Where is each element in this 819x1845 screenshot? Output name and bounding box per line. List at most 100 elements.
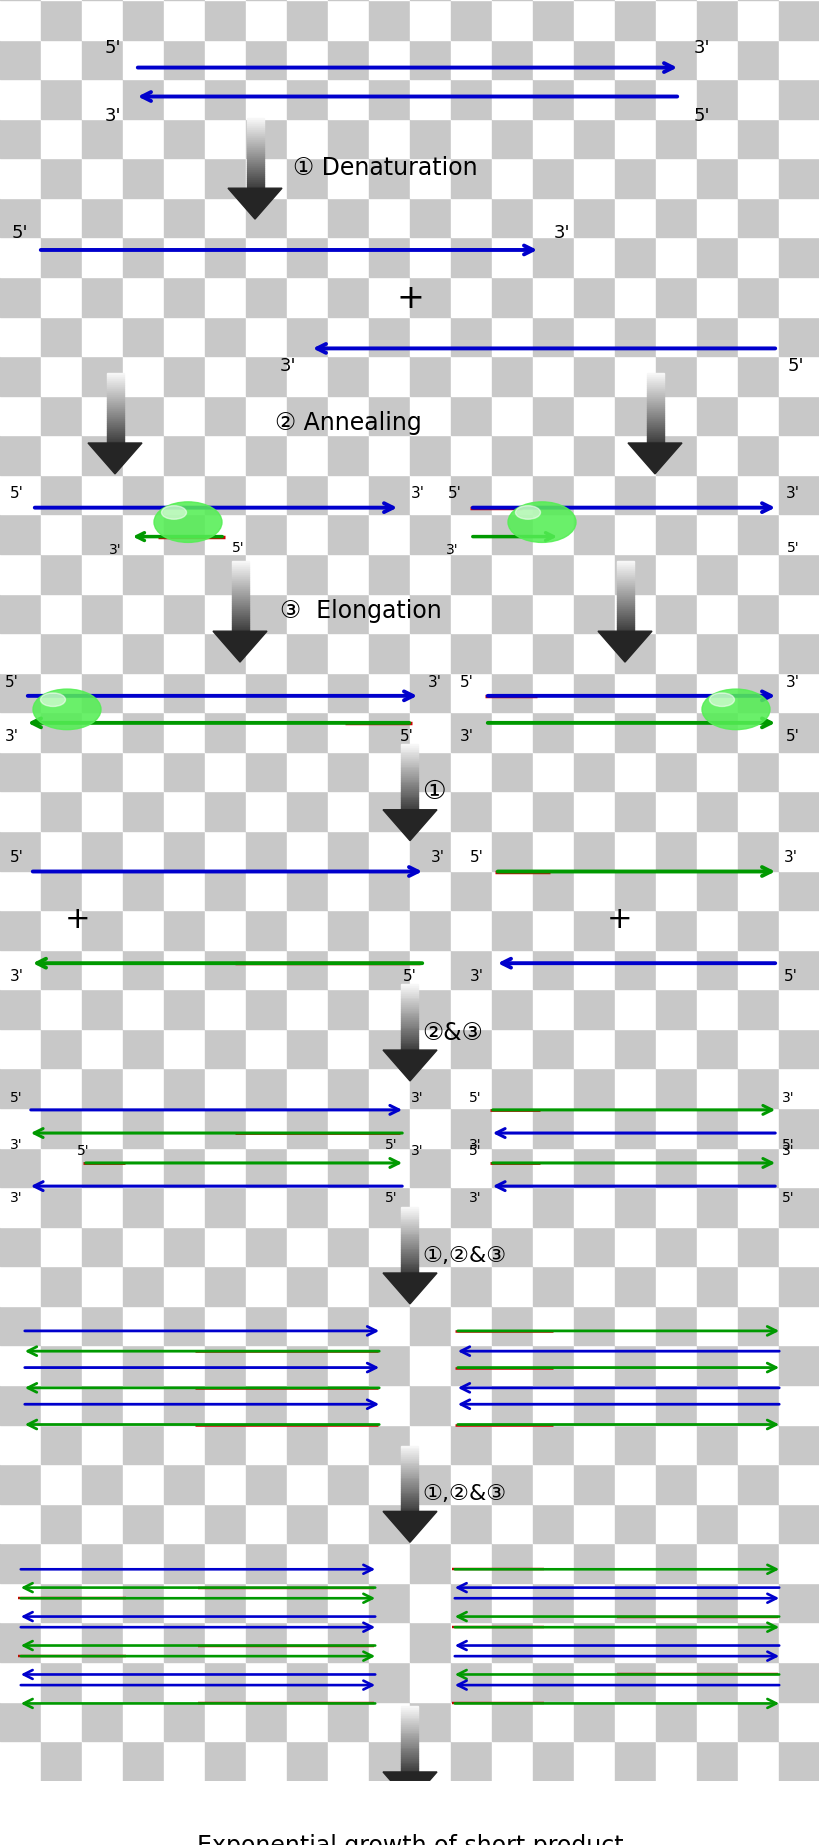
Bar (614, 1306, 655, 1345)
Bar (696, 435, 737, 474)
Bar (287, 317, 328, 356)
Text: 3': 3' (781, 1090, 794, 1105)
Bar (164, 751, 205, 792)
Bar (737, 1030, 778, 1068)
Bar (246, 792, 287, 830)
Bar (401, 989, 418, 991)
Bar (778, 594, 819, 633)
Bar (401, 1031, 418, 1033)
Bar (164, 950, 205, 989)
Bar (532, 1742, 573, 1780)
Bar (246, 1424, 287, 1465)
Bar (287, 673, 328, 712)
Bar (614, 594, 655, 633)
Bar (778, 1465, 819, 1504)
Bar (401, 1450, 418, 1452)
Text: +: + (65, 906, 91, 934)
Bar (532, 118, 573, 159)
Bar (401, 1006, 418, 1007)
Bar (247, 118, 263, 120)
Bar (287, 1227, 328, 1266)
Bar (401, 755, 418, 756)
Bar (573, 1306, 614, 1345)
Bar (614, 39, 655, 79)
Bar (246, 317, 287, 356)
Bar (369, 1345, 410, 1386)
Bar (41, 474, 82, 515)
Bar (123, 1542, 164, 1583)
Bar (532, 673, 573, 712)
Bar (491, 79, 532, 118)
Bar (205, 474, 246, 515)
Bar (778, 356, 819, 395)
Bar (82, 1068, 123, 1109)
Bar (82, 594, 123, 633)
Bar (328, 238, 369, 277)
Bar (328, 1542, 369, 1583)
Bar (410, 39, 450, 79)
Bar (532, 197, 573, 238)
Bar (532, 792, 573, 830)
Bar (246, 79, 287, 118)
Bar (401, 1240, 418, 1242)
Bar (369, 159, 410, 197)
Bar (450, 277, 491, 317)
Bar (287, 792, 328, 830)
Bar (247, 124, 263, 125)
Bar (696, 1306, 737, 1345)
Bar (450, 238, 491, 277)
Bar (655, 910, 696, 950)
Bar (616, 563, 633, 565)
Bar (82, 39, 123, 79)
Bar (737, 1386, 778, 1424)
Bar (123, 1622, 164, 1662)
Bar (205, 1742, 246, 1780)
Bar (401, 1470, 418, 1472)
Bar (0, 871, 41, 910)
Bar (645, 423, 663, 424)
Bar (778, 871, 819, 910)
Bar (491, 554, 532, 594)
Bar (532, 435, 573, 474)
Bar (450, 1227, 491, 1266)
Bar (401, 1044, 418, 1046)
Bar (123, 1701, 164, 1742)
Text: 5': 5' (232, 541, 244, 555)
Bar (82, 830, 123, 871)
Bar (205, 1148, 246, 1186)
Bar (491, 751, 532, 792)
Bar (0, 712, 41, 751)
Bar (737, 1465, 778, 1504)
Bar (328, 356, 369, 395)
Bar (287, 1542, 328, 1583)
Bar (491, 989, 532, 1030)
Bar (410, 317, 450, 356)
Bar (616, 579, 633, 581)
Bar (41, 673, 82, 712)
Bar (82, 1227, 123, 1266)
Bar (205, 1583, 246, 1622)
Bar (287, 1465, 328, 1504)
Bar (410, 554, 450, 594)
Bar (401, 1004, 418, 1006)
Bar (0, 989, 41, 1030)
Bar (369, 1701, 410, 1742)
Bar (401, 1256, 418, 1258)
Bar (369, 1068, 410, 1109)
Bar (645, 393, 663, 395)
Bar (655, 1662, 696, 1701)
Text: 5': 5' (77, 1144, 89, 1159)
Bar (401, 1736, 418, 1738)
Bar (778, 1186, 819, 1227)
Bar (328, 317, 369, 356)
Bar (401, 1212, 418, 1214)
Bar (401, 1268, 418, 1269)
Bar (532, 1424, 573, 1465)
Bar (247, 184, 263, 186)
Bar (573, 1583, 614, 1622)
Bar (0, 950, 41, 989)
Bar (616, 587, 633, 589)
Bar (450, 1622, 491, 1662)
Bar (246, 633, 287, 673)
Bar (401, 1766, 418, 1768)
